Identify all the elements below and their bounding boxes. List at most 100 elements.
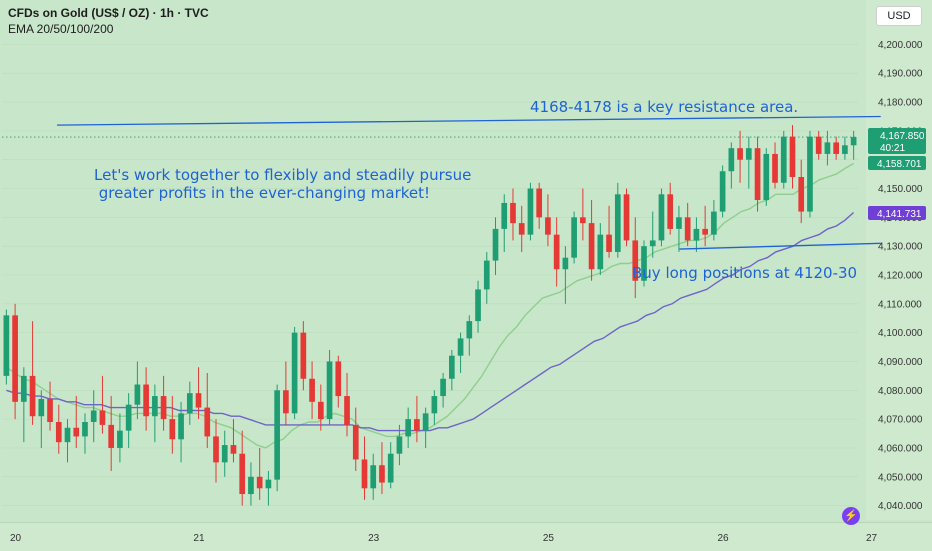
candle (291, 326, 298, 420)
candle (492, 217, 499, 275)
candle (614, 182, 621, 258)
candle (562, 246, 569, 304)
candle (143, 367, 149, 431)
candle (12, 303, 18, 420)
candle (850, 130, 857, 160)
currency-button[interactable]: USD (876, 6, 922, 26)
annotation-support: Buy long positions at 4120-30 (632, 264, 857, 282)
candle (396, 424, 403, 466)
symbol-title[interactable]: CFDs on Gold (US$ / OZ) · 1h · TVC (8, 6, 209, 20)
candle (90, 390, 97, 443)
ema-slow-value: 4,141.731 (877, 209, 922, 220)
candle (361, 436, 368, 500)
candle (728, 142, 735, 189)
candle (684, 202, 691, 247)
candle (152, 384, 158, 443)
annotation-resistance: 4168-4178 is a key resistance area. (530, 98, 798, 116)
price-axis[interactable] (866, 0, 932, 520)
candle (82, 413, 88, 454)
ema-fast-value: 4,158.701 (877, 159, 922, 170)
indicator-legend[interactable]: EMA 20/50/100/200 (8, 22, 114, 36)
y-tick-label: 4,080.000 (878, 386, 923, 397)
candle (274, 384, 280, 492)
candle (352, 407, 359, 471)
candle (475, 280, 481, 333)
ema-fast-tag (868, 156, 926, 170)
y-tick-label: 4,040.000 (878, 501, 923, 512)
y-tick-label: 4,200.000 (878, 40, 923, 51)
candle (326, 349, 333, 425)
candle (64, 419, 71, 463)
candle (387, 442, 394, 489)
candle (213, 419, 219, 483)
candle (466, 315, 473, 356)
support-trendline[interactable] (679, 242, 881, 250)
candle (833, 136, 840, 160)
y-tick-label: 4,120.000 (878, 271, 923, 282)
y-tick-label: 4,180.000 (878, 98, 923, 109)
candle (606, 205, 612, 258)
x-tick-label: 25 (543, 533, 555, 544)
candle (256, 447, 263, 500)
last-price-value: 4,167.850 (880, 131, 925, 142)
y-tick-label: 4,110.000 (878, 299, 922, 310)
candle (745, 136, 752, 189)
candle (117, 413, 123, 463)
ema-fast-line (6, 162, 854, 449)
candle (239, 430, 246, 506)
x-tick-label: 26 (718, 533, 730, 544)
candle (483, 251, 490, 304)
candle (798, 159, 805, 224)
candle (309, 361, 315, 420)
candle (422, 407, 429, 448)
annotation-motto-line2: greater profits in the ever-changing mar… (94, 184, 430, 202)
candle (335, 355, 342, 408)
x-tick-label: 20 (10, 533, 22, 544)
chart-header: CFDs on Gold (US$ / OZ) · 1h · TVC EMA 2… (8, 6, 209, 36)
candle (772, 142, 778, 189)
candle (160, 375, 167, 431)
candle (108, 396, 115, 471)
ema-slow-line (6, 211, 855, 432)
candle (536, 182, 543, 229)
candle (178, 401, 184, 463)
candle (649, 211, 656, 258)
candle (501, 194, 508, 252)
candle (737, 130, 743, 183)
x-tick-label: 21 (193, 533, 205, 544)
candle (29, 321, 36, 425)
y-tick-label: 4,130.000 (878, 242, 923, 253)
candle (510, 188, 516, 241)
candle (230, 419, 237, 463)
annotation-motto-line1: Let's work together to flexibly and stea… (94, 166, 471, 184)
y-tick-label: 4,050.000 (878, 472, 923, 483)
candle (265, 471, 272, 506)
resistance-trendline[interactable] (56, 115, 881, 126)
candle (195, 367, 202, 420)
time-axis[interactable] (0, 522, 932, 551)
candle (283, 361, 289, 425)
candle (221, 430, 228, 477)
candle (824, 130, 831, 166)
candle (431, 390, 438, 425)
y-tick-label: 4,060.000 (878, 443, 923, 454)
candle (623, 188, 630, 247)
candle (780, 130, 787, 189)
candle (754, 136, 761, 212)
candle (641, 240, 647, 287)
candle (169, 396, 176, 454)
y-tick-label: 4,100.000 (878, 328, 923, 339)
candle (676, 205, 682, 252)
candle (580, 188, 586, 241)
candle (134, 361, 141, 420)
candle (842, 136, 848, 160)
candle (440, 373, 446, 408)
candle (588, 200, 595, 281)
ema-slow-tag (868, 206, 926, 220)
candle (248, 462, 254, 506)
lightning-icon[interactable]: ⚡ (842, 507, 860, 525)
candle (597, 223, 604, 275)
candle (658, 188, 665, 247)
candle (553, 217, 560, 287)
